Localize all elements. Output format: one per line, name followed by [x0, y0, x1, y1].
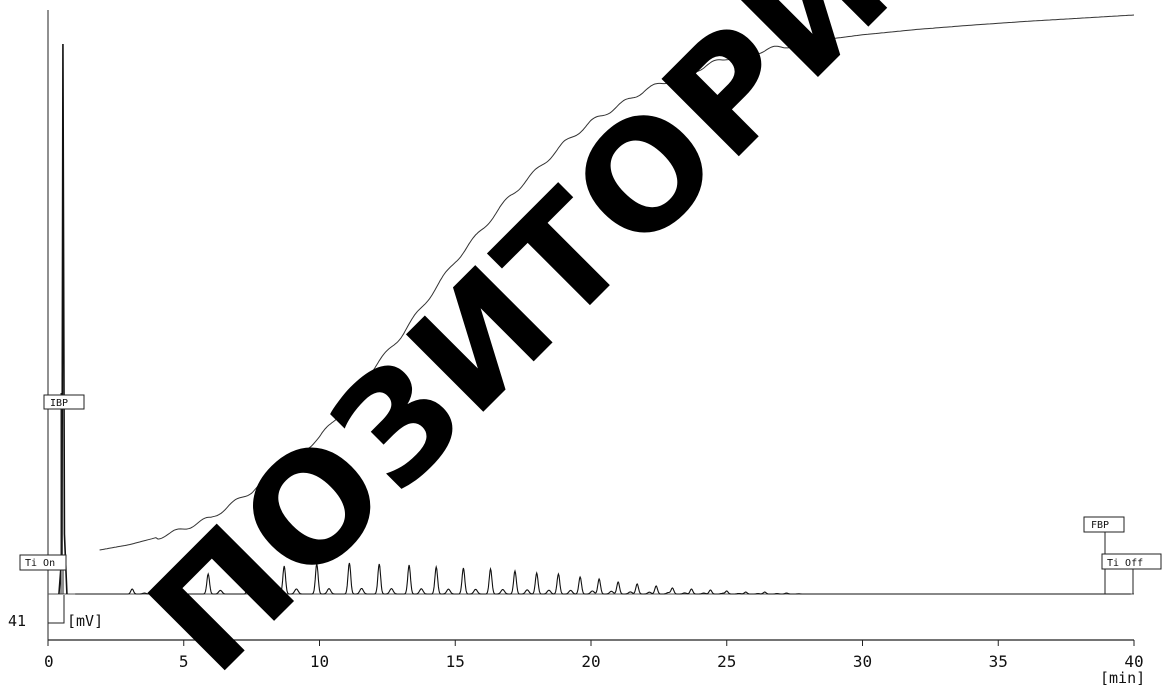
- x-tick-label: 20: [581, 652, 600, 671]
- marker-fbp-label: FBP: [1091, 520, 1109, 531]
- y-offset-label: 41: [8, 612, 26, 630]
- x-tick-label: 10: [310, 652, 329, 671]
- marker-ti-on-label: Ti On: [25, 558, 55, 569]
- y-unit-label: [mV]: [67, 612, 103, 630]
- x-tick-label: 30: [853, 652, 872, 671]
- x-unit-label: [min]: [1100, 669, 1145, 687]
- marker-ti-on: Ti On: [19, 554, 67, 594]
- x-axis-ticks: 0 5 10 15 20 25 30 35 40: [44, 640, 1144, 671]
- x-tick-label: 5: [179, 652, 189, 671]
- x-tick-label: 25: [717, 652, 736, 671]
- solvent-peak: [58, 43, 68, 595]
- marker-ibp-label: IBP: [50, 398, 68, 409]
- chromatogram-trace: [75, 562, 1131, 595]
- marker-ti-off-label: Ti Off: [1107, 558, 1143, 569]
- x-tick-label: 0: [44, 652, 54, 671]
- x-tick-label: 35: [989, 652, 1008, 671]
- x-tick-label: 15: [446, 652, 465, 671]
- marker-ti-off: Ti Off: [1101, 553, 1162, 594]
- x-tick-label: 40: [1124, 652, 1143, 671]
- marker-fbp: FBP: [1083, 516, 1125, 594]
- watermark: ПОЗИТОРИЙ: [117, 0, 1014, 687]
- y-unit-bracket: [48, 595, 65, 624]
- cumulative-curve: [99, 14, 1135, 551]
